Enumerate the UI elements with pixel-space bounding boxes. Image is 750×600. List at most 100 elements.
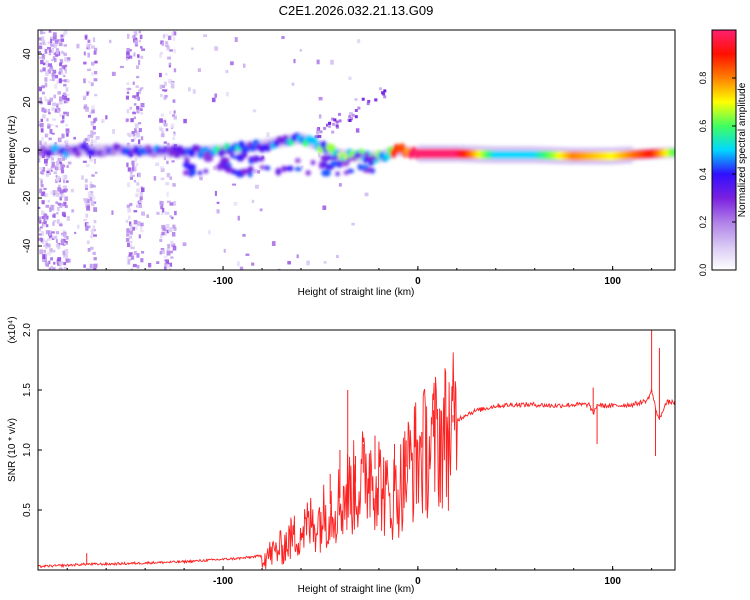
- noise-cell: [138, 39, 142, 43]
- noise-cell: [166, 160, 169, 165]
- noise-cell: [140, 186, 144, 189]
- noise-cell: [172, 31, 177, 36]
- ridge-cell: [367, 155, 377, 161]
- colorbar-tick-label: 0.4: [698, 168, 708, 181]
- noise-cell: [93, 50, 97, 55]
- noise-cell: [45, 245, 48, 249]
- noise-cell: [56, 219, 60, 224]
- ridge-cell: [259, 165, 266, 170]
- colorbar-ticks: 0.0 0.2 0.4 0.6 0.8: [698, 72, 736, 276]
- noise-cell: [52, 214, 55, 218]
- noise-cell: [93, 78, 98, 82]
- noise-cell: [57, 187, 62, 192]
- noise-cell: [348, 76, 352, 80]
- noise-cell: [58, 184, 61, 188]
- ridge-cell: [186, 163, 196, 171]
- colorbar-gradient: [712, 30, 736, 270]
- noise-cell: [169, 215, 172, 218]
- noise-cell: [161, 249, 165, 254]
- noise-cell: [214, 190, 217, 196]
- noise-cell: [62, 175, 66, 180]
- noise-cell: [52, 222, 55, 226]
- noise-cell: [58, 78, 62, 84]
- noise-cell: [53, 44, 57, 49]
- colorbar: 0.0 0.2 0.4 0.6 0.8 Normalized spectral ampl…: [698, 29, 748, 276]
- noise-cell: [336, 255, 339, 259]
- x-tick-label: -100: [213, 576, 233, 587]
- noise-cell: [349, 112, 353, 116]
- noise-cell: [63, 74, 66, 78]
- noise-cell: [137, 96, 141, 101]
- noise-cell: [136, 108, 140, 114]
- ridge-cell: [329, 155, 340, 161]
- noise-cell: [330, 59, 334, 65]
- noise-cell: [94, 94, 98, 97]
- noise-cell: [86, 223, 90, 227]
- noise-cell: [88, 80, 91, 84]
- noise-cell: [129, 106, 132, 110]
- noise-cell: [133, 180, 137, 183]
- noise-cell: [130, 118, 134, 123]
- noise-cell: [55, 243, 60, 248]
- noise-cell: [148, 262, 152, 268]
- noise-cell: [38, 45, 43, 50]
- noise-cell: [58, 223, 63, 227]
- noise-cell: [167, 35, 172, 41]
- ridge-cell: [362, 164, 369, 170]
- noise-cell: [159, 118, 163, 123]
- noise-cell: [48, 260, 51, 265]
- ridge-cell: [294, 166, 302, 172]
- noise-cell: [45, 62, 49, 66]
- noise-cell: [153, 176, 157, 181]
- noise-cell: [47, 199, 50, 203]
- noise-cell: [316, 59, 320, 65]
- noise-cell: [335, 120, 339, 124]
- noise-cell: [126, 233, 129, 237]
- noise-cell: [44, 215, 49, 221]
- noise-cell: [48, 112, 51, 115]
- noise-cell: [133, 34, 136, 39]
- noise-cell: [65, 123, 69, 127]
- noise-cell: [42, 31, 46, 34]
- noise-cell: [156, 261, 160, 265]
- noise-cell: [46, 156, 50, 161]
- noise-cell: [93, 267, 97, 270]
- noise-cell: [44, 77, 48, 82]
- noise-cell: [53, 190, 57, 194]
- noise-cell: [40, 183, 44, 188]
- noise-cell: [47, 251, 52, 256]
- noise-cell: [55, 125, 59, 128]
- noise-cell: [44, 193, 47, 198]
- noise-cell: [130, 246, 135, 250]
- noise-cell: [90, 246, 94, 251]
- ridge-cell: [670, 148, 675, 157]
- noise-cell: [49, 235, 53, 238]
- noise-cell: [225, 91, 230, 97]
- noise-cell: [315, 131, 319, 134]
- noise-cell: [173, 68, 177, 73]
- noise-cell: [59, 206, 63, 209]
- noise-cell: [61, 50, 64, 53]
- ridge-cell: [229, 151, 235, 159]
- noise-cell: [40, 237, 43, 243]
- noise-cell: [128, 254, 132, 257]
- noise-cell: [81, 175, 84, 180]
- noise-cell: [66, 236, 69, 240]
- noise-cell: [318, 96, 323, 101]
- noise-cell: [47, 123, 51, 127]
- noise-cell: [92, 126, 96, 130]
- noise-cell: [52, 69, 57, 74]
- noise-cell: [38, 51, 42, 54]
- ridge-cell: [275, 167, 282, 176]
- noise-cell: [155, 162, 160, 166]
- ridge-cell: [183, 161, 189, 169]
- noise-cell: [46, 170, 50, 174]
- noise-cell: [62, 115, 65, 119]
- noise-cell: [351, 222, 355, 226]
- noise-cell: [64, 56, 68, 62]
- noise-cell: [51, 76, 55, 82]
- noise-cell: [47, 46, 51, 50]
- noise-cell: [140, 136, 144, 141]
- noise-cell: [61, 240, 65, 244]
